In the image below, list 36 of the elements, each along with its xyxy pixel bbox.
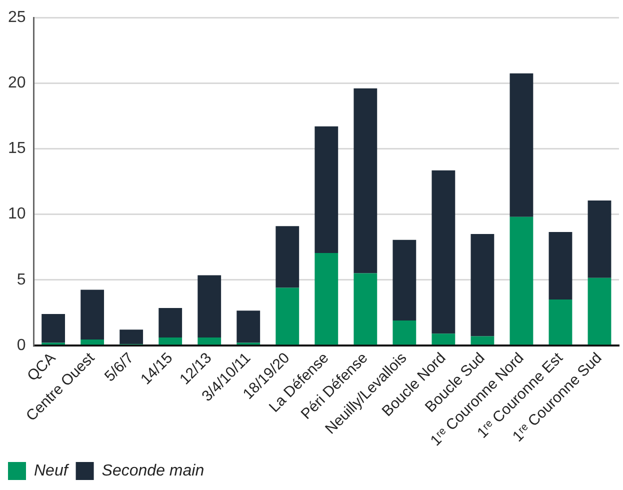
y-tick-label: 10 <box>8 206 26 223</box>
y-tick-label: 5 <box>16 271 26 288</box>
bar <box>276 226 300 288</box>
bar <box>432 170 456 334</box>
bar <box>510 73 534 217</box>
bar <box>198 275 222 338</box>
y-tick-label: 15 <box>8 140 26 158</box>
bar <box>588 200 612 278</box>
x-tick-label: QCA <box>24 350 60 385</box>
legend-label: Neuf <box>34 462 70 480</box>
bar <box>80 340 104 345</box>
bar <box>354 273 378 345</box>
legend-label: Seconde main <box>102 462 204 480</box>
y-tick-label: 20 <box>8 74 26 92</box>
bar <box>354 88 378 274</box>
bar <box>470 336 494 345</box>
bar <box>470 234 494 336</box>
y-tick-label: 25 <box>8 9 26 26</box>
bar <box>236 310 260 343</box>
bar <box>510 216 534 345</box>
bar <box>432 334 456 345</box>
y-tick-label: 0 <box>16 336 26 354</box>
bar <box>276 288 300 345</box>
bar <box>392 240 416 321</box>
bar <box>314 252 338 345</box>
bar <box>588 278 612 345</box>
bar <box>548 300 572 345</box>
bar <box>80 290 104 340</box>
bar <box>548 232 572 300</box>
bar <box>392 320 416 345</box>
bar <box>120 330 144 344</box>
bar <box>158 308 182 338</box>
bar <box>198 338 222 345</box>
bar <box>158 338 182 345</box>
bar <box>42 314 66 343</box>
bar <box>314 126 338 253</box>
